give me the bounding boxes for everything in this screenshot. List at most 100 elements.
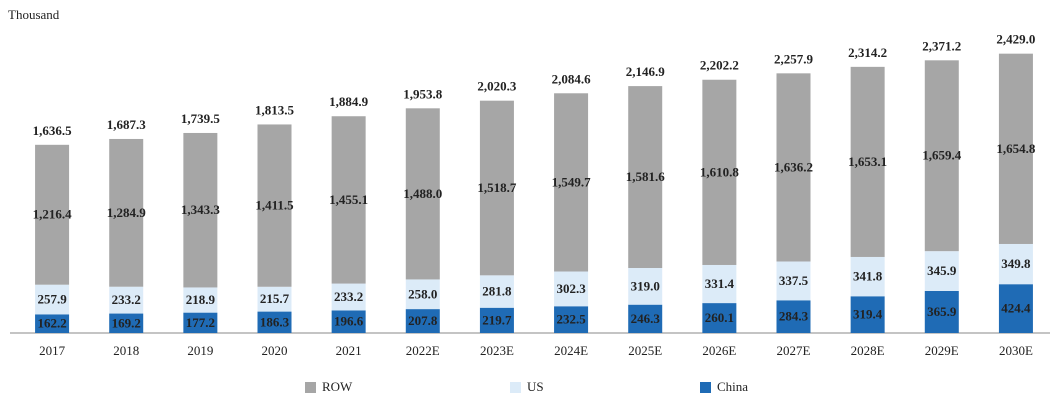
total-label: 2,084.6: [552, 71, 592, 86]
total-label: 2,429.0: [996, 32, 1035, 47]
data-label: 1,581.6: [626, 169, 666, 184]
data-label: 162.2: [37, 316, 66, 331]
x-tick-label: 2022E: [406, 343, 440, 358]
total-label: 2,371.2: [922, 38, 961, 53]
bar-segment: [331, 283, 366, 311]
bar-segment: [257, 311, 292, 333]
bar-segment: [776, 73, 811, 262]
data-label: 1,549.7: [552, 174, 592, 189]
total-label: 1,884.9: [329, 94, 369, 109]
data-label: 218.9: [186, 292, 216, 307]
data-label: 258.0: [408, 286, 437, 301]
total-label: 1,687.3: [107, 117, 147, 132]
total-label: 1,739.5: [181, 111, 221, 126]
bar-segment: [702, 79, 737, 265]
legend-label: US: [527, 379, 544, 394]
data-label: 233.2: [334, 289, 363, 304]
data-label: 281.8: [482, 284, 512, 299]
bar-segment: [850, 296, 885, 333]
bar-segment: [35, 284, 70, 315]
bar-segment: [998, 243, 1033, 285]
data-label: 260.1: [705, 310, 734, 325]
bar-segment: [35, 314, 70, 333]
data-label: 1,216.4: [33, 207, 73, 222]
data-label: 365.9: [927, 304, 957, 319]
data-label: 207.8: [408, 313, 438, 328]
data-label: 1,654.8: [996, 141, 1036, 156]
data-label: 319.0: [631, 278, 660, 293]
data-label: 219.7: [482, 312, 512, 327]
total-label: 1,953.8: [403, 86, 443, 101]
bar-segment: [628, 304, 663, 333]
x-tick-label: 2023E: [480, 343, 514, 358]
bar-segment: [405, 279, 440, 310]
data-label: 177.2: [186, 315, 215, 330]
data-label: 232.5: [556, 312, 586, 327]
bar-segment: [702, 264, 737, 304]
data-label: 233.2: [112, 292, 141, 307]
bar-segment: [628, 267, 663, 305]
bar-segment: [257, 124, 292, 287]
total-label: 2,020.3: [477, 79, 517, 94]
legend-swatch: [700, 382, 711, 393]
data-label: 215.7: [260, 291, 290, 306]
x-tick-label: 2025E: [628, 343, 662, 358]
bar-segment: [331, 116, 366, 284]
data-label: 341.8: [853, 269, 883, 284]
bar-segment: [405, 309, 440, 333]
data-label: 169.2: [112, 315, 141, 330]
data-label: 1,488.0: [403, 186, 442, 201]
x-tick-label: 2024E: [554, 343, 588, 358]
bar-segment: [479, 275, 514, 308]
bar-segment: [702, 303, 737, 333]
total-label: 2,146.9: [626, 64, 666, 79]
data-label: 1,610.8: [700, 164, 740, 179]
data-label: 246.3: [631, 311, 661, 326]
x-tick-label: 2020: [262, 343, 288, 358]
bar-segment: [850, 66, 885, 257]
x-tick-label: 2028E: [851, 343, 885, 358]
data-label: 196.6: [334, 314, 364, 329]
bar-segment: [554, 271, 589, 307]
bar-segment: [924, 290, 959, 333]
x-tick-label: 2017: [39, 343, 66, 358]
data-label: 337.5: [779, 273, 809, 288]
x-tick-label: 2018: [113, 343, 139, 358]
data-label: 424.4: [1001, 301, 1031, 316]
bar-segment: [998, 284, 1033, 333]
bar-segment: [35, 144, 70, 285]
bar-segment: [109, 313, 144, 333]
bar-segment: [479, 100, 514, 276]
x-tick-label: 2026E: [702, 343, 736, 358]
bar-segment: [479, 307, 514, 333]
data-label: 1,284.9: [107, 205, 147, 220]
data-label: 349.8: [1001, 256, 1031, 271]
x-tick-label: 2030E: [999, 343, 1033, 358]
data-label: 1,653.1: [848, 154, 887, 169]
bar-segment: [554, 306, 589, 333]
data-label: 1,518.7: [477, 180, 517, 195]
x-tick-label: 2027E: [777, 343, 811, 358]
bar-segment: [850, 256, 885, 297]
total-label: 1,813.5: [255, 102, 295, 117]
bar-segment: [257, 286, 292, 312]
bar-segment: [183, 132, 218, 288]
total-label: 2,257.9: [774, 51, 814, 66]
legend-label: China: [717, 379, 748, 394]
unit-label: Thousand: [8, 7, 60, 22]
x-tick-label: 2021: [336, 343, 362, 358]
data-label: 257.9: [37, 292, 67, 307]
data-label: 331.4: [705, 276, 735, 291]
bar-segment: [405, 108, 440, 280]
total-label: 2,314.2: [848, 45, 887, 60]
total-label: 1,636.5: [33, 123, 73, 138]
legend-label: ROW: [322, 379, 353, 394]
data-label: 1,636.2: [774, 159, 813, 174]
bar-segment: [554, 93, 589, 272]
bar-segment: [628, 86, 663, 268]
bar-segment: [109, 286, 144, 314]
legend-swatch: [305, 382, 316, 393]
legend-swatch: [510, 382, 521, 393]
data-label: 284.3: [779, 309, 809, 324]
